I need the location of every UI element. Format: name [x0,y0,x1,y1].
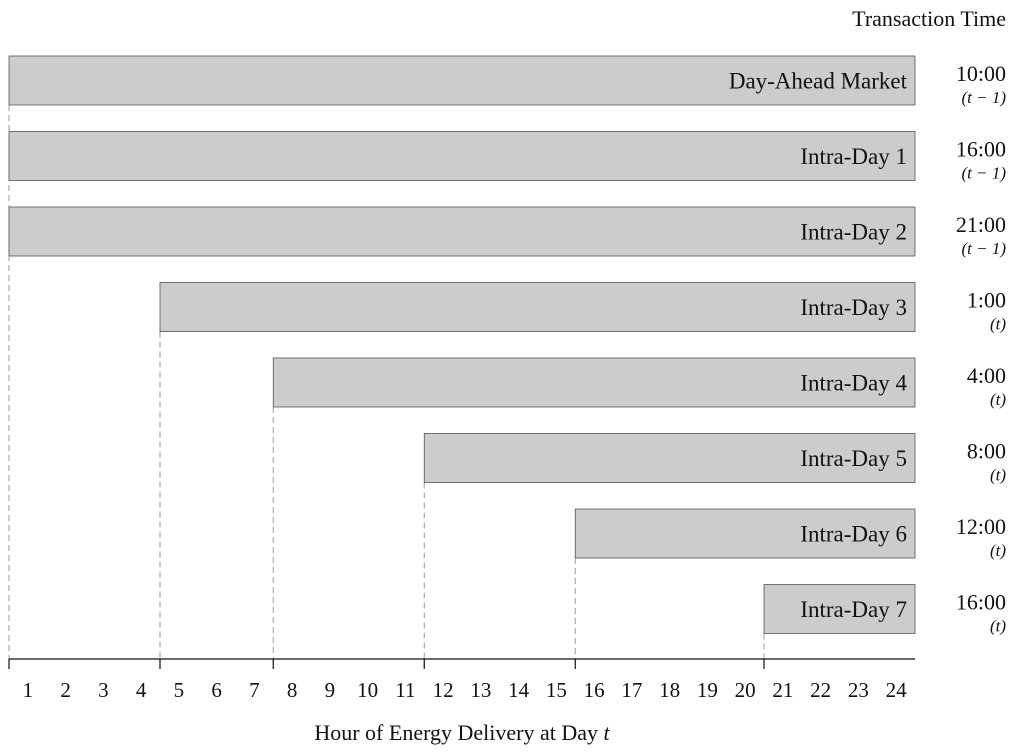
transaction-time-header: Transaction Time [852,6,1006,31]
market-bar [574,508,916,559]
market-bar [763,584,916,634]
market-bar [8,131,916,181]
x-tick-label: 24 [886,678,908,702]
transaction-day: (t) [990,466,1006,485]
market-bar [423,433,916,483]
x-tick-label: 20 [735,678,756,702]
x-tick-label: 23 [848,678,869,702]
x-tick-label: 4 [136,678,147,702]
x-tick-label: 9 [325,678,336,702]
x-tick-label: 1 [23,678,34,702]
x-tick-label: 18 [659,678,680,702]
market-bar [159,282,916,332]
transaction-times: 10:00 (t − 1) 16:00 (t − 1) 21:00 (t − 1) 1:00… [956,61,1006,636]
x-axis-label-var: t [604,720,611,745]
transaction-time: 1:00 [967,288,1006,313]
x-axis: 1 2 3 4 5 6 7 8 9 10 11 12 13 14 15 16 17 18 19 20 21 22 23 24 [8,658,915,702]
bar-label: Intra-Day 5 [800,446,907,471]
transaction-time: 16:00 [956,137,1006,162]
x-tick-label: 16 [584,678,605,702]
x-tick-label: 10 [357,678,378,702]
guide-lines [8,105,765,667]
transaction-day: (t) [990,315,1006,334]
x-tick-label: 22 [810,678,831,702]
bar-label: Intra-Day 3 [800,295,907,320]
transaction-day: (t − 1) [961,164,1006,183]
transaction-time: 16:00 [956,590,1006,615]
bar-label: Intra-Day 7 [800,597,907,622]
x-tick-label: 21 [772,678,793,702]
x-tick-label: 13 [470,678,491,702]
transaction-day: (t) [990,390,1006,409]
bar-label: Intra-Day 4 [800,371,907,396]
transaction-time: 4:00 [967,363,1006,388]
bars-group: Day-Ahead Market Intra-Day 1 Intra-Day 2 In… [8,55,916,634]
transaction-day: (t − 1) [961,88,1006,107]
x-tick-label: 15 [546,678,567,702]
x-tick-label: 6 [211,678,222,702]
market-bar [8,206,916,257]
bar-label: Day-Ahead Market [729,69,908,94]
x-axis-label-text: Hour of Energy Delivery at Day [314,720,603,745]
transaction-day: (t) [990,617,1006,636]
x-tick-label: 12 [433,678,454,702]
x-tick-label: 17 [621,678,642,702]
x-tick-label: 3 [98,678,109,702]
transaction-time: 8:00 [967,439,1006,464]
bar-label: Intra-Day 2 [800,220,907,245]
x-tick-label: 8 [287,678,298,702]
bar-label: Intra-Day 1 [800,144,907,169]
transaction-day: (t − 1) [961,239,1006,258]
x-tick-label: 11 [395,678,415,702]
x-tick-label: 5 [174,678,185,702]
transaction-day: (t) [990,541,1006,560]
market-bar [272,357,916,408]
x-tick-label: 2 [60,678,71,702]
transaction-time: 10:00 [956,61,1006,86]
x-tick-label: 7 [249,678,260,702]
x-tick-label: 14 [508,678,530,702]
transaction-time: 21:00 [956,212,1006,237]
market-bar [8,55,916,106]
x-axis-label: Hour of Energy Delivery at Day t [314,720,610,745]
x-tick-label: 19 [697,678,718,702]
bar-label: Intra-Day 6 [800,522,907,547]
transaction-time: 12:00 [956,514,1006,539]
